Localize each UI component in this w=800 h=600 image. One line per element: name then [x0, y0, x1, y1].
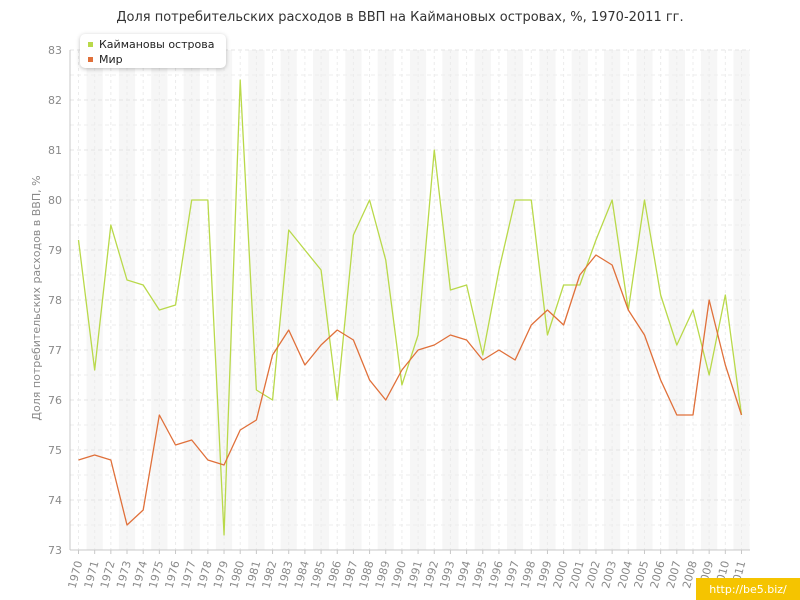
legend-swatch-cayman	[88, 41, 93, 47]
legend-item-world[interactable]: Мир	[88, 52, 123, 66]
y-axis-label: Доля потребительских расходов в ВВП, %	[30, 175, 43, 420]
y-tick-label: 77	[48, 344, 62, 357]
chart-title: Доля потребительских расходов в ВВП на К…	[116, 10, 684, 25]
series-layer	[77, 79, 743, 536]
y-tick-label: 78	[48, 294, 62, 307]
legend-item-cayman[interactable]: Каймановы острова	[88, 37, 214, 51]
series-line-world	[78, 254, 743, 526]
legend-label-world: Мир	[99, 52, 123, 66]
y-tick-label: 82	[48, 94, 62, 107]
watermark: http://be5.biz/	[696, 578, 800, 600]
legend: Каймановы острова Мир	[80, 34, 226, 68]
legend-swatch-world	[88, 56, 93, 62]
y-tick-label: 79	[48, 244, 62, 257]
axes	[69, 50, 750, 554]
legend-label-cayman: Каймановы острова	[99, 37, 215, 51]
grid	[70, 49, 750, 550]
y-tick-label: 75	[48, 444, 62, 457]
y-tick-label: 81	[48, 144, 62, 157]
y-tick-label: 74	[48, 494, 62, 507]
y-tick-label: 76	[48, 394, 62, 407]
y-tick-label: 80	[48, 194, 62, 207]
y-tick-label: 83	[48, 44, 62, 57]
y-tick-label: 73	[48, 544, 62, 557]
